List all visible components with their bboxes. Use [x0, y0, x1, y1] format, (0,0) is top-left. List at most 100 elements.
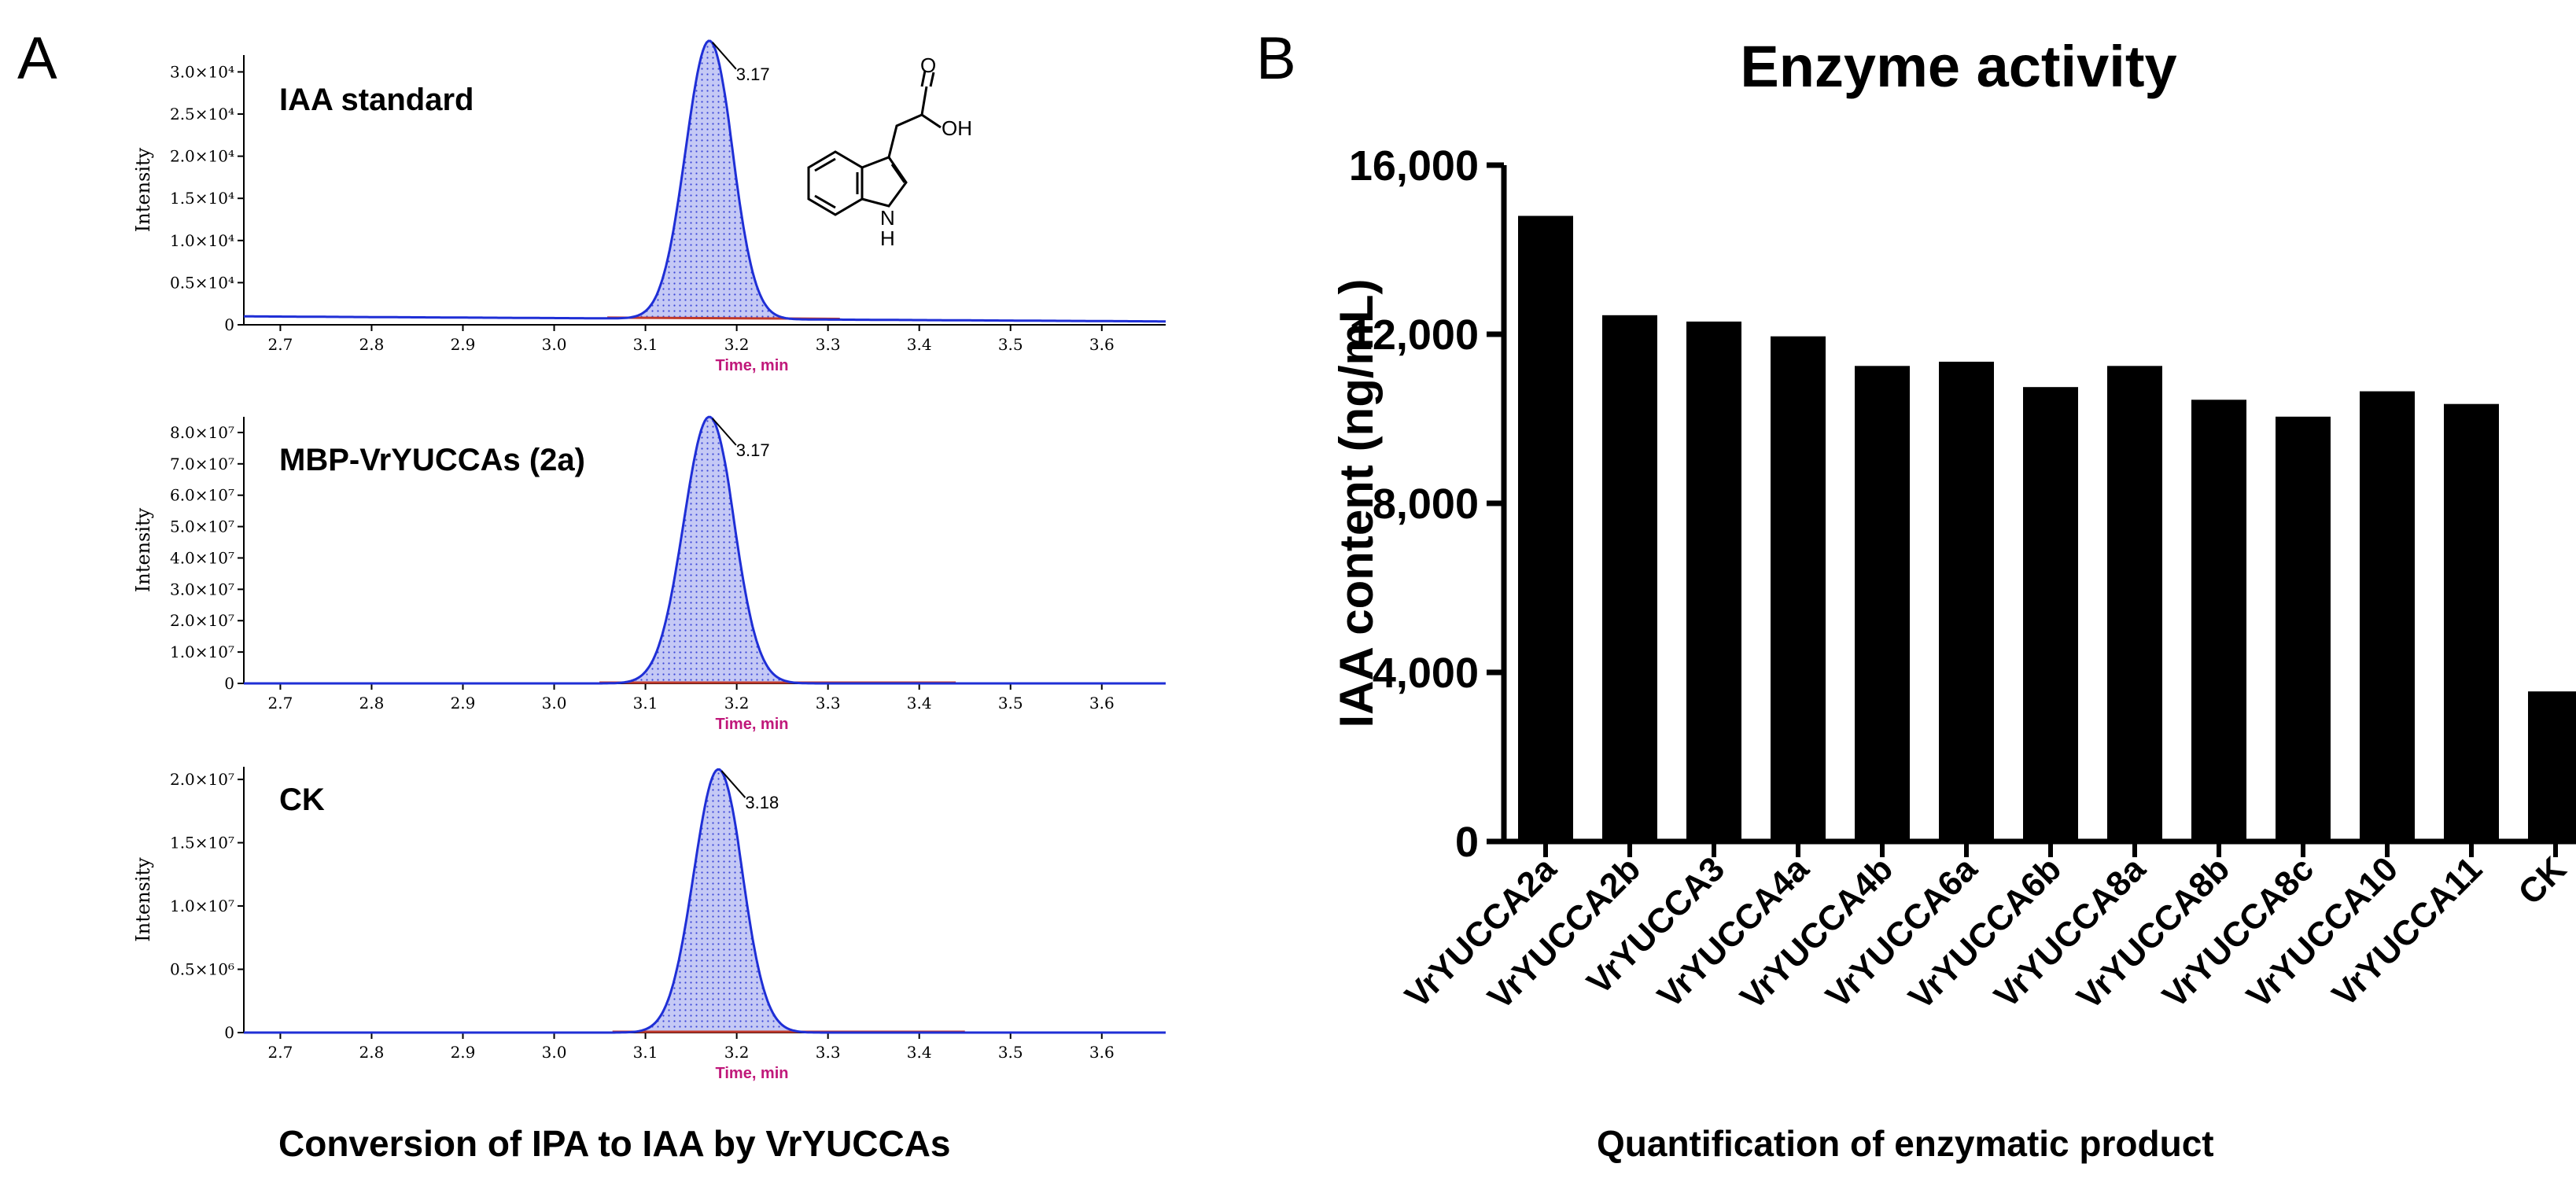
x-tick-label: 3.1: [633, 1043, 658, 1062]
chromatogram-iaa-standard: 0 0.5×10⁴ 1.0×10⁴ 1.5×10⁴ 2.0×10⁴ 2.5×10⁴ 3.0×…: [132, 39, 1166, 374]
y-axis-label: Intensity: [132, 147, 154, 232]
x-tick-label: 3.0: [542, 694, 567, 713]
x-tick-label: 2.8: [359, 335, 385, 354]
bar-ck: [2528, 691, 2576, 841]
x-tick-label: 3.6: [1089, 1043, 1115, 1062]
y-tick-label: 2.0×10⁷: [170, 770, 234, 789]
y-axis-label: Intensity: [132, 857, 154, 942]
panel-a-caption: Conversion of IPA to IAA by VrYUCCAs: [278, 1123, 951, 1164]
x-axis-label: Time, min: [716, 1065, 789, 1082]
y-tick-label: 0.5×10⁴: [170, 273, 234, 292]
bar-vryucca8c: [2276, 416, 2331, 841]
x-tick-label: 3.0: [542, 1043, 567, 1062]
x-tick-label: 3.2: [724, 1043, 750, 1062]
y-tick-label: 1.0×10⁷: [170, 643, 234, 661]
x-tick-label: 3.1: [633, 335, 658, 354]
x-tick-label: 2.9: [451, 694, 476, 713]
bar-vryucca3: [1686, 321, 1741, 841]
x-tick-label: 2.7: [268, 1043, 293, 1062]
x-tick-label: 3.5: [998, 335, 1023, 354]
chart-title: Enzyme activity: [1740, 34, 2176, 99]
molecule-oxygen-label: O: [920, 53, 936, 77]
x-tick-label: 3.1: [633, 694, 658, 713]
x-tick-label: 3.6: [1089, 694, 1115, 713]
panel-b-caption: Quantification of enzymatic product: [1597, 1123, 2214, 1164]
molecule-oh-label: OH: [942, 116, 972, 140]
bar-vryucca4a: [1771, 336, 1826, 841]
x-tick-label: 3.5: [998, 694, 1023, 713]
x-tick-label: 3.3: [816, 694, 841, 713]
x-axis-label: Time, min: [716, 716, 789, 733]
peak-area-fill: [599, 417, 850, 683]
y-axis-label: Intensity: [132, 507, 154, 592]
peak-retention-label: 3.18: [745, 793, 779, 812]
chromatogram-trace: [244, 768, 1166, 1034]
y-tick-label: 0.5×10⁶: [170, 960, 234, 979]
x-tick-label: 2.7: [268, 335, 293, 354]
peak-retention-label: 3.17: [736, 64, 770, 84]
y-tick-label: 3.0×10⁴: [170, 62, 234, 81]
y-tick-label: 8.0×10⁷: [170, 423, 234, 442]
x-tick-label: 3.5: [998, 1043, 1023, 1062]
molecule-h-label: H: [880, 226, 895, 250]
iaa-molecule-structure: [807, 70, 942, 216]
bar-vryucca8b: [2191, 400, 2246, 841]
x-tick-label: 3.4: [907, 694, 932, 713]
y-tick-label: 4,000: [1373, 650, 1479, 697]
x-tick-label: 2.9: [451, 1043, 476, 1062]
bar-vryucca4b: [1855, 366, 1910, 841]
y-tick-label: 1.0×10⁷: [170, 897, 234, 915]
y-tick-label: 2.0×10⁷: [170, 611, 234, 630]
x-tick-label: 3.2: [724, 335, 750, 354]
trace-title: IAA standard: [279, 83, 474, 117]
trace-title: CK: [279, 782, 325, 817]
y-tick-label: 7.0×10⁷: [170, 455, 234, 473]
x-tick-label: 2.8: [359, 694, 385, 713]
x-tick-label: 2.8: [359, 1043, 385, 1062]
y-tick-label: 2.5×10⁴: [170, 105, 234, 123]
peak-area-fill: [612, 769, 854, 1033]
y-tick-label: 4.0×10⁷: [170, 548, 234, 567]
x-tick-label: 3.0: [542, 335, 567, 354]
x-axis-label: Time, min: [716, 357, 789, 374]
bar-vryucca6b: [2023, 387, 2078, 841]
y-tick-label: 5.0×10⁷: [170, 517, 234, 536]
y-tick-label: 12,000: [1349, 311, 1479, 359]
y-tick-label: 0: [224, 674, 234, 693]
y-tick-label: 16,000: [1349, 142, 1479, 190]
x-tick-label: 2.9: [451, 335, 476, 354]
y-tick-label: 1.0×10⁴: [170, 231, 234, 250]
chromatogram-trace: [244, 39, 1166, 323]
trace-title: MBP-VrYUCCAs (2a): [279, 443, 585, 477]
y-axis-label: IAA content (ng/mL): [1330, 278, 1383, 727]
y-tick-label: 0: [1455, 819, 1479, 866]
peak-retention-label: 3.17: [736, 440, 770, 460]
peak-area-fill: [607, 40, 840, 320]
panel-a-letter: A: [17, 25, 57, 92]
peak-label-leader: [712, 418, 737, 446]
y-tick-label: 6.0×10⁷: [170, 486, 234, 505]
peak-label-leader: [720, 770, 746, 798]
chromatogram-trace: [244, 415, 1166, 685]
x-tick-label: 3.3: [816, 1043, 841, 1062]
bar-vryucca6a: [1939, 361, 1994, 841]
molecule-n-label: N: [880, 206, 895, 230]
chromatogram-mbp-vryuccas-2a: 0 1.0×10⁷ 2.0×10⁷ 3.0×10⁷ 4.0×10⁷ 5.0×10⁷ 6.0×…: [132, 415, 1166, 733]
enzyme-activity-bar-chart: Enzyme activity IAA content (ng/mL) 0 4,000…: [1330, 34, 2576, 1017]
panel-b-letter: B: [1256, 25, 1296, 92]
bar-vryucca11: [2444, 403, 2499, 841]
bar-vryucca8a: [2107, 366, 2162, 841]
bar-vryucca10: [2360, 391, 2415, 841]
peak-label-leader: [712, 42, 737, 70]
bar-vryucca2a: [1518, 215, 1573, 841]
y-tick-label: 0: [224, 1023, 234, 1042]
x-tick-label: 3.4: [907, 1043, 932, 1062]
y-tick-label: 3.0×10⁷: [170, 580, 234, 598]
x-tick-label: CK: [2511, 849, 2574, 912]
x-tick-label: 3.2: [724, 694, 750, 713]
bar-vryucca2b: [1602, 315, 1657, 841]
x-tick-label: 3.6: [1089, 335, 1115, 354]
y-tick-label: 1.5×10⁴: [170, 189, 234, 208]
y-tick-label: 1.5×10⁷: [170, 834, 234, 852]
